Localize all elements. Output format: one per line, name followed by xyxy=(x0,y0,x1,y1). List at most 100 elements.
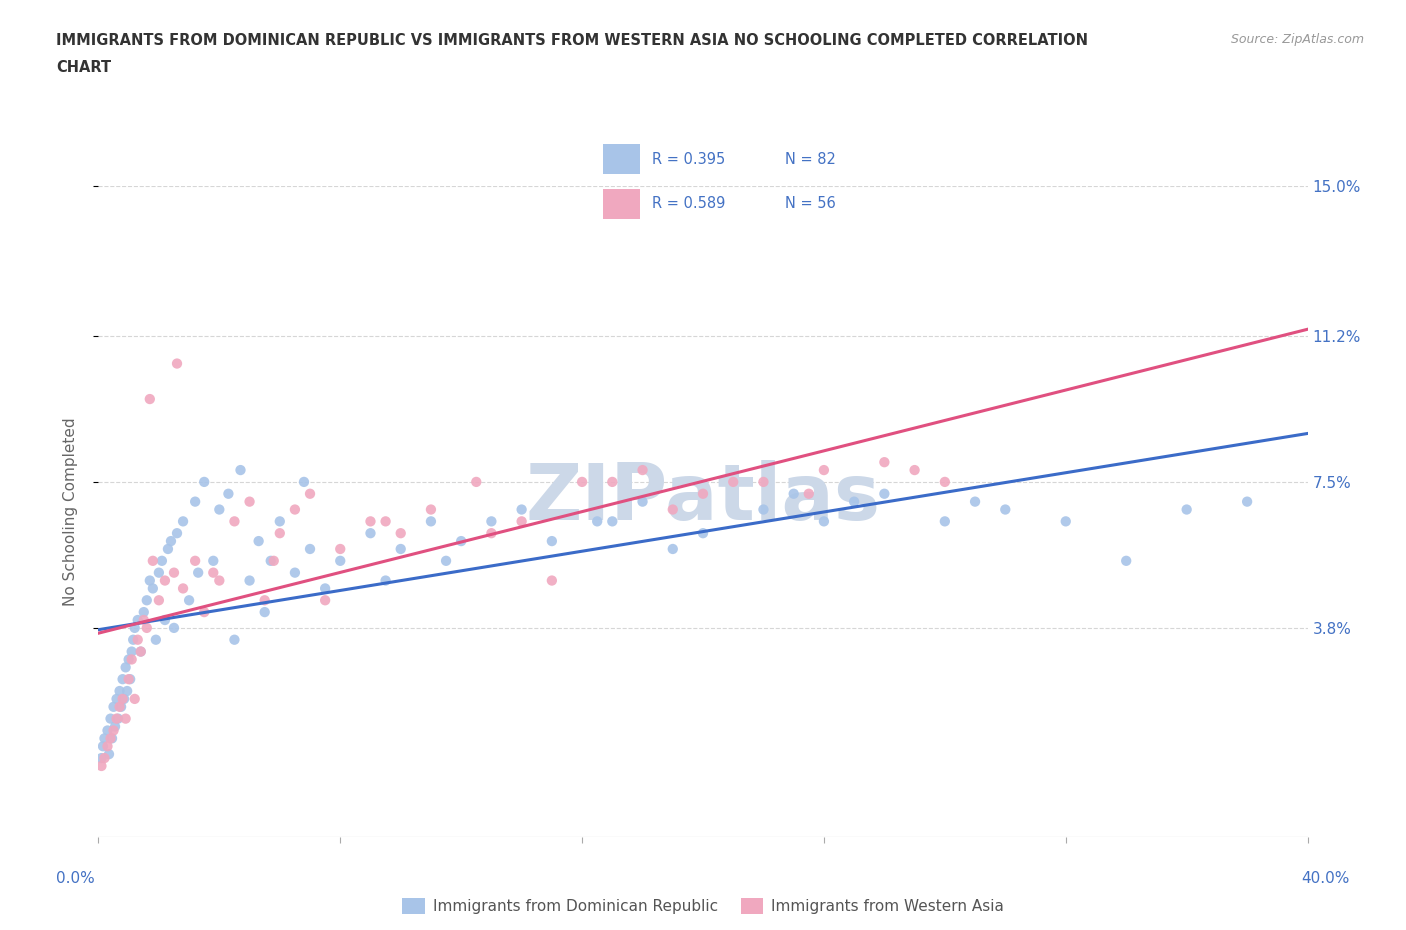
Point xyxy=(481,514,503,529)
Point xyxy=(184,553,207,568)
Point xyxy=(153,613,176,628)
Text: N = 56: N = 56 xyxy=(786,196,837,211)
Point xyxy=(269,525,291,540)
Point xyxy=(692,525,714,540)
Point xyxy=(96,738,118,753)
Point xyxy=(114,660,136,675)
Point xyxy=(329,553,352,568)
Point xyxy=(752,502,775,517)
Point xyxy=(260,553,283,568)
Point xyxy=(148,565,170,580)
Point xyxy=(193,474,215,489)
Point xyxy=(1175,502,1198,517)
Point xyxy=(104,719,127,734)
Point xyxy=(145,632,167,647)
Point xyxy=(314,581,336,596)
Legend: Immigrants from Dominican Republic, Immigrants from Western Asia: Immigrants from Dominican Republic, Immi… xyxy=(396,892,1010,921)
Y-axis label: No Schooling Completed: No Schooling Completed xyxy=(63,418,77,605)
Point xyxy=(90,751,112,765)
Text: 40.0%: 40.0% xyxy=(1302,871,1350,886)
Point xyxy=(873,486,896,501)
Point xyxy=(129,644,152,659)
Point xyxy=(247,534,270,549)
Point xyxy=(797,486,820,501)
Point xyxy=(111,692,134,707)
Point xyxy=(122,632,145,647)
Point xyxy=(156,541,179,556)
Point xyxy=(631,494,654,509)
Point xyxy=(120,671,142,686)
Point xyxy=(965,494,987,509)
Point xyxy=(374,514,396,529)
Point xyxy=(100,711,122,726)
Text: Source: ZipAtlas.com: Source: ZipAtlas.com xyxy=(1230,33,1364,46)
Point xyxy=(239,573,262,588)
Point xyxy=(292,474,315,489)
Text: ZIPatlas: ZIPatlas xyxy=(526,460,880,537)
Point xyxy=(844,494,866,509)
Point xyxy=(263,553,285,568)
Point xyxy=(541,573,564,588)
Point xyxy=(108,684,131,698)
Point xyxy=(127,632,149,647)
Point xyxy=(602,474,624,489)
Point xyxy=(239,494,262,509)
Point xyxy=(224,632,246,647)
Point xyxy=(115,684,138,698)
FancyBboxPatch shape xyxy=(603,189,640,219)
Point xyxy=(148,592,170,607)
Point xyxy=(602,514,624,529)
Point xyxy=(360,514,382,529)
Point xyxy=(107,711,129,726)
Point xyxy=(132,613,155,628)
Point xyxy=(299,541,322,556)
Point xyxy=(108,699,131,714)
Point xyxy=(193,604,215,619)
Point xyxy=(329,541,352,556)
Point xyxy=(160,534,183,549)
Point xyxy=(253,604,276,619)
Text: R = 0.589: R = 0.589 xyxy=(652,196,725,211)
Point xyxy=(465,474,488,489)
Point xyxy=(103,699,125,714)
Point xyxy=(813,462,835,477)
Point xyxy=(153,573,176,588)
FancyBboxPatch shape xyxy=(603,144,640,174)
Point xyxy=(813,514,835,529)
Point xyxy=(662,502,685,517)
Point xyxy=(124,692,146,707)
Point xyxy=(172,581,194,596)
Point xyxy=(118,671,141,686)
Point xyxy=(389,541,412,556)
Point xyxy=(139,392,162,406)
Point xyxy=(110,699,132,714)
Point xyxy=(184,494,207,509)
Text: R = 0.395: R = 0.395 xyxy=(652,152,725,166)
Point xyxy=(163,565,186,580)
Point xyxy=(904,462,927,477)
Point xyxy=(91,738,114,753)
Point xyxy=(723,474,745,489)
Point xyxy=(105,711,128,726)
Point xyxy=(142,581,165,596)
Text: IMMIGRANTS FROM DOMINICAN REPUBLIC VS IMMIGRANTS FROM WESTERN ASIA NO SCHOOLING : IMMIGRANTS FROM DOMINICAN REPUBLIC VS IM… xyxy=(56,33,1088,47)
Point xyxy=(1236,494,1258,509)
Point xyxy=(166,525,188,540)
Point xyxy=(98,747,121,762)
Point xyxy=(202,553,225,568)
Point xyxy=(631,462,654,477)
Point xyxy=(208,502,231,517)
Point xyxy=(124,620,146,635)
Point xyxy=(150,553,173,568)
Point xyxy=(103,723,125,737)
Point xyxy=(129,644,152,659)
Point xyxy=(139,573,162,588)
Point xyxy=(118,652,141,667)
Point xyxy=(510,514,533,529)
Point xyxy=(434,553,457,568)
Point xyxy=(135,592,157,607)
Point xyxy=(269,514,291,529)
Point xyxy=(541,534,564,549)
Point xyxy=(481,525,503,540)
Point xyxy=(299,486,322,501)
